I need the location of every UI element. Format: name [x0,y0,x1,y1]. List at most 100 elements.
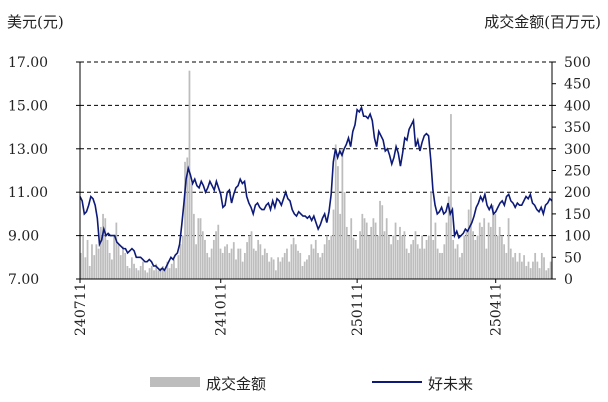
volume-bar [334,144,337,279]
volume-bar [113,235,116,279]
volume-bar [283,252,286,279]
volume-bar [279,261,282,279]
volume-bar [489,226,492,279]
volume-bar [388,235,390,279]
volume-bar [547,268,550,279]
volume-bar [512,257,514,279]
volume-bar [543,257,545,279]
volume-bar [363,218,366,279]
volume-bar [168,268,171,279]
right-tick-label: 250 [564,164,591,180]
volume-bar [361,213,364,279]
volume-bar [241,261,244,279]
legend: 成交金额 好未来 [150,375,473,393]
volume-bar [219,248,222,279]
volume-bar [266,252,268,279]
volume-bar [461,252,463,279]
volume-bar [237,248,240,279]
volume-bar [164,270,166,279]
volume-bar [357,248,359,279]
volume-bar [312,248,315,279]
volume-bar [410,244,412,279]
volume-bar [423,248,426,279]
volume-bar [434,222,437,279]
volume-bar [97,248,100,279]
volume-bar [507,218,510,279]
volume-bar [414,231,417,279]
volume-bar [343,192,346,279]
volume-bar [321,252,324,279]
volume-bar [394,222,397,279]
volume-bar [150,265,153,279]
volume-bar [325,235,328,279]
volume-bar [441,252,443,279]
volume-bar [412,239,415,279]
volume-bar [481,226,483,279]
volume-bar [419,248,421,279]
volume-bar [281,257,284,279]
right-tick-label: 0 [564,272,573,288]
volume-bar [170,263,173,279]
left-axis-unit-label: 美元(元) [7,13,64,31]
volume-bar [175,268,178,279]
x-tick-label: 250111 [350,283,366,336]
volume-bar [487,222,490,279]
right-tick-label: 400 [564,98,591,114]
volume-bar [376,235,379,279]
volume-bar [290,244,293,279]
volume-bar [527,261,530,279]
volume-bar [292,237,295,279]
volume-bar [297,250,299,279]
volume-bar [133,263,135,279]
volume-bar [348,235,350,279]
volume-bar [447,196,450,279]
volume-bar [104,218,107,279]
volume-bar [443,244,446,279]
volume-bar [122,246,124,279]
volume-bar [354,239,357,279]
volume-bar [430,192,432,279]
volume-bar [272,259,275,279]
volume-bar [532,261,534,279]
right-tick-label: 100 [564,229,591,245]
left-tick-label: 7.00 [8,272,39,288]
volume-bar [432,239,435,279]
volume-bar [525,265,528,279]
right-tick-label: 500 [564,55,591,71]
volume-bar [416,244,419,279]
volume-bar [161,265,164,279]
volume-bar [299,252,302,279]
volume-bar [498,226,501,279]
volume-bar [538,268,541,279]
x-axis-ticks: 240711 241011 250111 250411 [73,279,505,336]
volume-bar [166,261,169,279]
volume-bar [470,192,472,279]
volume-bar [518,252,521,279]
volume-bar [534,252,537,279]
volume-bar [263,248,266,279]
volume-bar [396,239,399,279]
volume-bar [306,259,308,279]
legend-bar-swatch [150,377,200,387]
volume-bar [232,242,235,279]
volume-bar [328,239,330,279]
volume-bar [529,268,532,279]
volume-bar [179,244,182,279]
volume-bar [146,272,149,279]
volume-bar [323,244,326,279]
volume-bar [509,248,512,279]
left-tick-label: 13.00 [8,142,48,158]
volume-bar [135,268,138,279]
gridlines [80,61,552,237]
volume-bar [308,255,311,279]
volume-bar [93,255,96,279]
right-tick-label: 50 [564,250,582,266]
volume-bar [197,218,200,279]
volume-bar [221,252,224,279]
volume-bar [186,157,189,279]
volume-bar [153,270,155,279]
volume-bar [385,218,388,279]
volume-bar [485,248,488,279]
